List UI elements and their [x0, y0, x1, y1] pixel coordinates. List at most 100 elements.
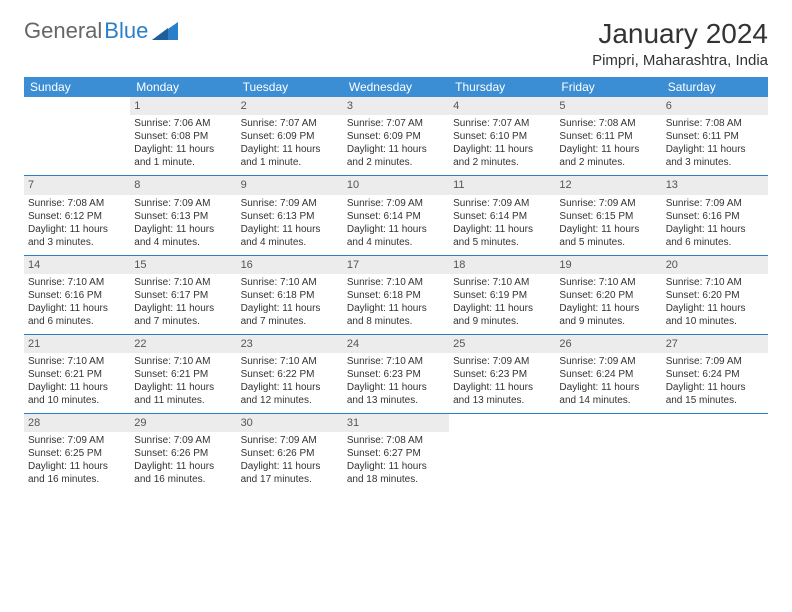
day-line: and 10 minutes. — [666, 315, 764, 328]
day-body: Sunrise: 7:10 AMSunset: 6:20 PMDaylight:… — [662, 274, 768, 334]
day-number: 13 — [662, 176, 768, 194]
day-body: Sunrise: 7:08 AMSunset: 6:11 PMDaylight:… — [555, 115, 661, 175]
day-line: Daylight: 11 hours — [241, 223, 339, 236]
day-line: Sunset: 6:20 PM — [559, 289, 657, 302]
day-line: Daylight: 11 hours — [28, 381, 126, 394]
day-line: Sunset: 6:16 PM — [28, 289, 126, 302]
day-number: 23 — [237, 335, 343, 353]
day-line: and 5 minutes. — [559, 236, 657, 249]
day-line: Daylight: 11 hours — [559, 381, 657, 394]
day-cell — [449, 414, 555, 493]
day-line: Daylight: 11 hours — [241, 143, 339, 156]
day-body: Sunrise: 7:10 AMSunset: 6:16 PMDaylight:… — [24, 274, 130, 334]
day-line: Sunrise: 7:09 AM — [453, 197, 551, 210]
day-number: 8 — [130, 176, 236, 194]
day-cell: 5Sunrise: 7:08 AMSunset: 6:11 PMDaylight… — [555, 97, 661, 176]
day-body: Sunrise: 7:09 AMSunset: 6:16 PMDaylight:… — [662, 195, 768, 255]
day-line: Sunset: 6:19 PM — [453, 289, 551, 302]
day-cell: 10Sunrise: 7:09 AMSunset: 6:14 PMDayligh… — [343, 176, 449, 255]
day-line: and 4 minutes. — [347, 236, 445, 249]
day-header: Saturday — [662, 77, 768, 97]
day-line: Daylight: 11 hours — [347, 460, 445, 473]
day-line: and 8 minutes. — [347, 315, 445, 328]
day-body: Sunrise: 7:08 AMSunset: 6:27 PMDaylight:… — [343, 432, 449, 492]
day-cell: 2Sunrise: 7:07 AMSunset: 6:09 PMDaylight… — [237, 97, 343, 176]
title-block: January 2024 Pimpri, Maharashtra, India — [592, 18, 768, 69]
day-line: Sunrise: 7:09 AM — [559, 197, 657, 210]
day-cell: 24Sunrise: 7:10 AMSunset: 6:23 PMDayligh… — [343, 334, 449, 413]
day-body: Sunrise: 7:10 AMSunset: 6:17 PMDaylight:… — [130, 274, 236, 334]
day-cell: 31Sunrise: 7:08 AMSunset: 6:27 PMDayligh… — [343, 414, 449, 493]
day-line: Sunrise: 7:10 AM — [666, 276, 764, 289]
day-line: Sunset: 6:23 PM — [453, 368, 551, 381]
day-line: Sunset: 6:08 PM — [134, 130, 232, 143]
day-line: and 17 minutes. — [241, 473, 339, 486]
day-line: Sunset: 6:26 PM — [241, 447, 339, 460]
day-cell: 4Sunrise: 7:07 AMSunset: 6:10 PMDaylight… — [449, 97, 555, 176]
day-number: 9 — [237, 176, 343, 194]
day-line: Daylight: 11 hours — [347, 223, 445, 236]
day-line: Sunset: 6:21 PM — [28, 368, 126, 381]
day-body: Sunrise: 7:06 AMSunset: 6:08 PMDaylight:… — [130, 115, 236, 175]
day-line: and 2 minutes. — [559, 156, 657, 169]
day-body: Sunrise: 7:09 AMSunset: 6:24 PMDaylight:… — [555, 353, 661, 413]
location: Pimpri, Maharashtra, India — [592, 52, 768, 69]
day-line: Daylight: 11 hours — [28, 223, 126, 236]
day-cell: 9Sunrise: 7:09 AMSunset: 6:13 PMDaylight… — [237, 176, 343, 255]
logo-text-general: General — [24, 18, 102, 44]
day-line: Sunrise: 7:10 AM — [241, 355, 339, 368]
day-line: Sunset: 6:11 PM — [666, 130, 764, 143]
day-line: Daylight: 11 hours — [559, 143, 657, 156]
day-line: Daylight: 11 hours — [241, 381, 339, 394]
day-body: Sunrise: 7:09 AMSunset: 6:14 PMDaylight:… — [449, 195, 555, 255]
day-body: Sunrise: 7:10 AMSunset: 6:19 PMDaylight:… — [449, 274, 555, 334]
day-line: Sunrise: 7:10 AM — [347, 355, 445, 368]
day-line: and 14 minutes. — [559, 394, 657, 407]
day-line: Sunset: 6:13 PM — [134, 210, 232, 223]
day-cell: 17Sunrise: 7:10 AMSunset: 6:18 PMDayligh… — [343, 255, 449, 334]
day-cell: 22Sunrise: 7:10 AMSunset: 6:21 PMDayligh… — [130, 334, 236, 413]
day-number-blank — [449, 414, 555, 432]
day-line: Sunset: 6:20 PM — [666, 289, 764, 302]
day-line: and 1 minute. — [134, 156, 232, 169]
day-line: Daylight: 11 hours — [28, 460, 126, 473]
day-cell — [555, 414, 661, 493]
day-line: and 7 minutes. — [134, 315, 232, 328]
day-line: Sunrise: 7:09 AM — [666, 197, 764, 210]
day-cell: 18Sunrise: 7:10 AMSunset: 6:19 PMDayligh… — [449, 255, 555, 334]
day-number: 6 — [662, 97, 768, 115]
day-line: Daylight: 11 hours — [666, 143, 764, 156]
day-body: Sunrise: 7:10 AMSunset: 6:20 PMDaylight:… — [555, 274, 661, 334]
day-number: 15 — [130, 256, 236, 274]
day-line: Sunrise: 7:10 AM — [241, 276, 339, 289]
day-number: 22 — [130, 335, 236, 353]
day-number: 3 — [343, 97, 449, 115]
day-header: Thursday — [449, 77, 555, 97]
day-line: Sunrise: 7:09 AM — [347, 197, 445, 210]
week-row: 28Sunrise: 7:09 AMSunset: 6:25 PMDayligh… — [24, 414, 768, 493]
day-body: Sunrise: 7:08 AMSunset: 6:12 PMDaylight:… — [24, 195, 130, 255]
day-line: and 15 minutes. — [666, 394, 764, 407]
day-line: Sunrise: 7:10 AM — [453, 276, 551, 289]
day-line: Sunset: 6:11 PM — [559, 130, 657, 143]
day-cell: 12Sunrise: 7:09 AMSunset: 6:15 PMDayligh… — [555, 176, 661, 255]
day-cell: 23Sunrise: 7:10 AMSunset: 6:22 PMDayligh… — [237, 334, 343, 413]
day-line: and 4 minutes. — [241, 236, 339, 249]
day-line: and 11 minutes. — [134, 394, 232, 407]
day-line: Daylight: 11 hours — [666, 302, 764, 315]
day-line: Daylight: 11 hours — [453, 302, 551, 315]
day-line: and 1 minute. — [241, 156, 339, 169]
day-line: Sunset: 6:24 PM — [666, 368, 764, 381]
week-row: 1Sunrise: 7:06 AMSunset: 6:08 PMDaylight… — [24, 97, 768, 176]
day-body: Sunrise: 7:10 AMSunset: 6:18 PMDaylight:… — [343, 274, 449, 334]
day-line: Sunset: 6:10 PM — [453, 130, 551, 143]
day-line: Sunrise: 7:08 AM — [559, 117, 657, 130]
day-line: and 5 minutes. — [453, 236, 551, 249]
day-line: Daylight: 11 hours — [347, 381, 445, 394]
day-line: and 13 minutes. — [347, 394, 445, 407]
day-line: Daylight: 11 hours — [134, 381, 232, 394]
day-number: 30 — [237, 414, 343, 432]
day-line: Sunrise: 7:09 AM — [453, 355, 551, 368]
day-header: Tuesday — [237, 77, 343, 97]
day-line: and 6 minutes. — [666, 236, 764, 249]
